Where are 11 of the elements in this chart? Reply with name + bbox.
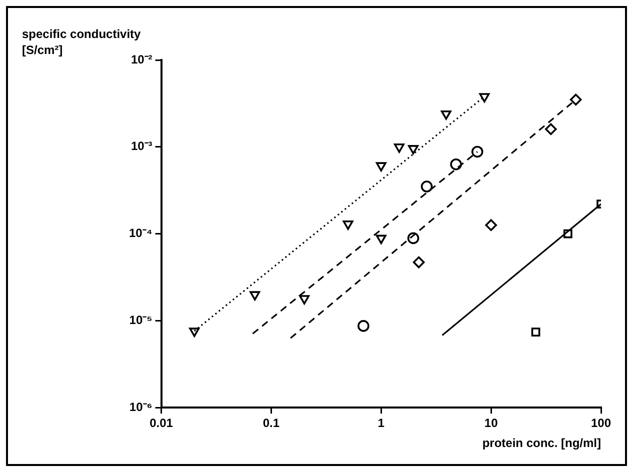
y-tick-label: 10⁻³ (130, 139, 152, 154)
y-tick-label: 10⁻² (130, 52, 152, 66)
x-tick-label: 0.01 (150, 416, 174, 430)
x-tick-label: 100 (590, 416, 612, 430)
y-tick-label: 10⁻⁵ (129, 313, 152, 328)
x-tick-label: 1 (378, 416, 385, 430)
y-tick-label: 10⁻⁴ (128, 226, 152, 240)
y-tick-label: 10⁻⁶ (129, 400, 152, 414)
x-tick-label: 0.1 (262, 416, 280, 430)
x-axis-title: protein conc. [ng/ml] (482, 436, 601, 450)
x-tick-label: 10 (484, 416, 498, 430)
